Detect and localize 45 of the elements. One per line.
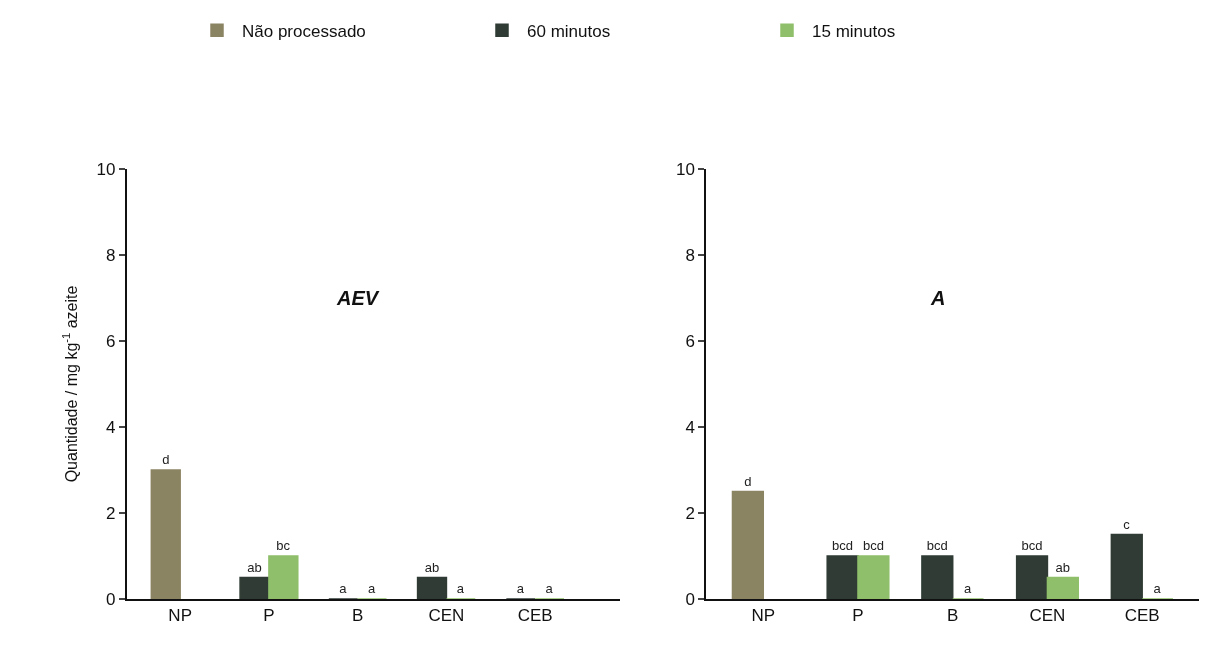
data-label: a <box>339 581 348 596</box>
y-tick-label: 2 <box>106 503 116 523</box>
x-tick-label: CEB <box>517 606 553 626</box>
y-tick-label: 8 <box>106 245 116 265</box>
y-tick-label: 0 <box>685 589 696 609</box>
data-label: d <box>162 452 170 467</box>
y-tick-label: 10 <box>96 159 116 179</box>
data-label: ab <box>424 559 440 575</box>
data-label: ab <box>1055 559 1071 575</box>
legend-label: 60 minutos <box>527 21 611 41</box>
data-label: bc <box>276 538 291 553</box>
data-label: a <box>368 581 377 596</box>
y-tick-label: 2 <box>685 503 696 523</box>
data-label: c <box>1123 516 1131 532</box>
x-tick-label: NP <box>168 606 192 626</box>
x-tick-label: CEN <box>1029 606 1066 626</box>
legend-label: Não processado <box>242 21 366 41</box>
x-tick-label: CEB <box>1124 606 1160 626</box>
y-tick-label: 4 <box>106 417 116 437</box>
x-tick-label: B <box>947 606 959 626</box>
y-tick-label: 6 <box>685 331 696 351</box>
data-label: a <box>1153 581 1162 596</box>
x-tick-label: P <box>263 606 275 626</box>
y-tick-label: 10 <box>676 159 696 179</box>
data-label: a <box>516 581 525 596</box>
x-tick-label: NP <box>751 606 776 626</box>
x-tick-label: B <box>352 606 364 626</box>
x-tick-label: P <box>852 606 864 626</box>
y-tick-label: 4 <box>685 417 696 437</box>
data-label: bcd <box>832 538 854 553</box>
data-label: a <box>964 581 973 596</box>
data-label: bcd <box>862 538 884 553</box>
y-tick-label: 0 <box>106 589 116 609</box>
data-label: a <box>545 581 554 596</box>
data-label: bcd <box>926 538 948 553</box>
text: A <box>930 287 946 309</box>
y-tick-label: 6 <box>106 331 116 351</box>
data-label: d <box>744 473 752 489</box>
legend-label: 15 minutos <box>812 21 896 41</box>
data-label: bcd <box>1021 538 1043 553</box>
y-tick-label: 8 <box>685 245 696 265</box>
data-label: ab <box>247 559 262 575</box>
text: AEV <box>336 287 380 309</box>
x-tick-label: CEN <box>428 606 465 626</box>
data-label: a <box>456 581 465 596</box>
